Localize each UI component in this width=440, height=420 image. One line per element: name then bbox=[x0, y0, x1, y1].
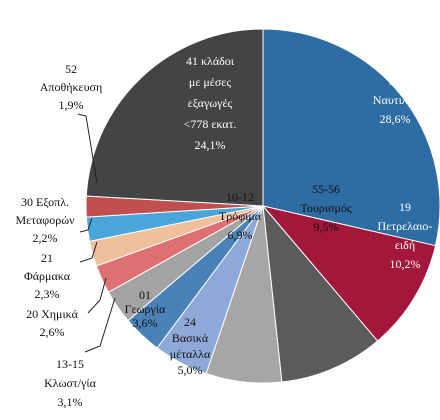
slice-label: Βασικά bbox=[172, 331, 209, 345]
slice-label: <778 εκατ. bbox=[184, 117, 237, 131]
slice-label: 20 Χημικά bbox=[26, 307, 79, 321]
slice-label: εξαγωγές bbox=[188, 96, 233, 110]
slice-label: Πετρελαιο- bbox=[378, 219, 433, 233]
slice-label: μέταλλα bbox=[170, 347, 211, 361]
leader-line bbox=[77, 113, 98, 184]
slice-label: 41 κλάδοι bbox=[186, 54, 235, 68]
pie-slice bbox=[85, 28, 264, 207]
slice-label: Κλωστ/γία bbox=[44, 376, 97, 390]
slice-value-label: 2,3% bbox=[35, 287, 60, 301]
slice-value-label: 10,2% bbox=[390, 257, 421, 271]
slice-value-label: 6,9% bbox=[228, 228, 253, 242]
slice-value-label: 3,6% bbox=[133, 316, 158, 330]
slice-label: Γεωργία bbox=[125, 302, 166, 316]
pie-slice bbox=[261, 205, 437, 342]
slice-label: Τρόφιμα bbox=[219, 209, 262, 223]
slice-label: 01 bbox=[139, 288, 151, 302]
leader-line bbox=[84, 297, 116, 353]
slice-value-label: 24,1% bbox=[195, 138, 226, 152]
slice-value-label: 1,9% bbox=[59, 98, 84, 112]
slice-label: ειδή bbox=[395, 238, 415, 252]
slice-label: 10-12 bbox=[226, 190, 254, 204]
slice-label: 13-15 bbox=[56, 357, 84, 371]
slice-label: 30 Εξοπλ. bbox=[21, 195, 69, 209]
slice-value-label: 5,0% bbox=[178, 363, 203, 377]
slice-value-label: 28,6% bbox=[380, 112, 411, 126]
slice-label: Ναυτιλία bbox=[373, 93, 418, 107]
slice-value-label: 2,6% bbox=[40, 325, 65, 339]
slice-label: 55-56 bbox=[312, 182, 340, 196]
slice-label: Αποθήκευση bbox=[40, 80, 103, 94]
slice-label: 50 bbox=[389, 74, 401, 88]
leader-line bbox=[79, 217, 93, 233]
slice-label: 19 bbox=[399, 200, 411, 214]
slice-value-label: 2,2% bbox=[33, 231, 58, 245]
slice-label: με μέσες bbox=[189, 75, 231, 89]
slice-label: 21 bbox=[41, 251, 53, 265]
slice-label: 52 bbox=[65, 62, 77, 76]
leader-line bbox=[79, 241, 98, 263]
slice-label: Μεταφορών bbox=[15, 213, 75, 227]
leader-line bbox=[87, 277, 107, 314]
slice-label: Τουρισμός bbox=[300, 201, 352, 215]
slice-label: Φάρμακα bbox=[24, 269, 71, 283]
slice-value-label: 9,5% bbox=[314, 220, 339, 234]
pie-slice bbox=[262, 204, 379, 383]
slice-label: 24 bbox=[184, 315, 196, 329]
slice-value-label: 3,1% bbox=[58, 395, 83, 409]
